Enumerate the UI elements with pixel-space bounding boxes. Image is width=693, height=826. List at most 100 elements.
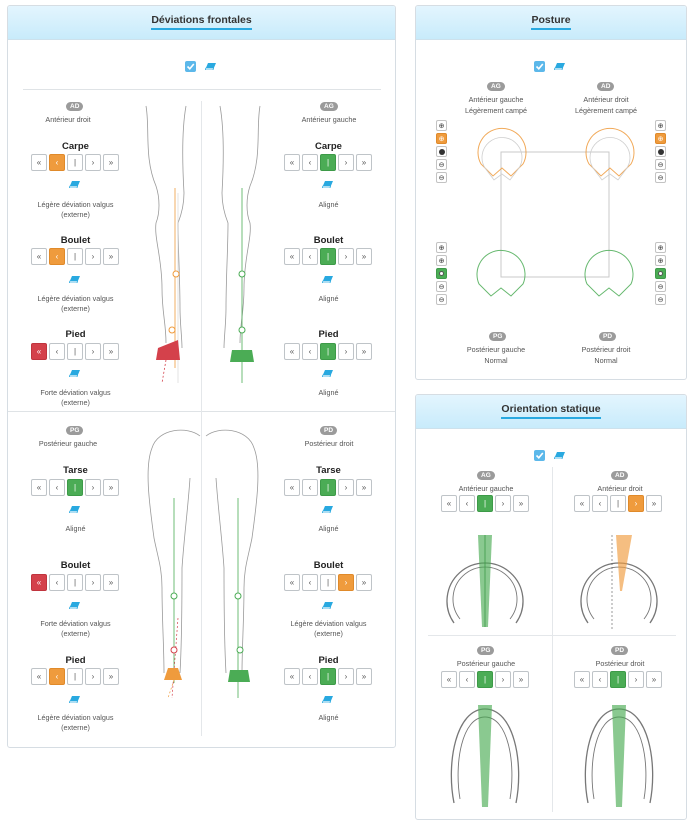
btn-far-right[interactable]: » (356, 479, 372, 496)
btn-right[interactable]: › (338, 668, 354, 685)
btn-far-left[interactable]: « (31, 479, 47, 496)
btn-left[interactable]: ‹ (302, 574, 318, 591)
btn-center[interactable]: | (477, 495, 493, 512)
btn-far-right[interactable]: » (356, 248, 372, 265)
btn-left[interactable]: ‹ (592, 671, 608, 688)
btn-far-right[interactable]: » (356, 574, 372, 591)
eraser-icon[interactable] (322, 506, 333, 513)
btn-far-left[interactable]: « (31, 574, 47, 591)
btn-far-right[interactable]: » (103, 668, 119, 685)
btn-right[interactable]: › (85, 248, 101, 265)
btn-left[interactable]: ‹ (49, 574, 65, 591)
btn-far-right[interactable]: » (646, 671, 662, 688)
btn-far-right[interactable]: » (356, 343, 372, 360)
btn-right[interactable]: › (338, 574, 354, 591)
step-selected[interactable]: ⊕ (655, 133, 666, 144)
btn-left[interactable]: ‹ (49, 343, 65, 360)
step-center[interactable] (655, 268, 666, 279)
step-down-2[interactable]: ⊖ (655, 294, 666, 305)
btn-left[interactable]: ‹ (302, 248, 318, 265)
btn-far-right[interactable]: » (356, 668, 372, 685)
btn-right[interactable]: › (85, 343, 101, 360)
step-down[interactable]: ⊖ (436, 281, 447, 292)
step-center[interactable] (436, 146, 447, 157)
btn-center[interactable]: | (67, 668, 83, 685)
btn-left[interactable]: ‹ (49, 668, 65, 685)
eraser-icon[interactable] (554, 63, 565, 70)
btn-far-left[interactable]: « (441, 671, 457, 688)
btn-left[interactable]: ‹ (592, 495, 608, 512)
btn-left[interactable]: ‹ (459, 671, 475, 688)
btn-right[interactable]: › (338, 154, 354, 171)
eraser-icon[interactable] (69, 370, 80, 377)
step-center[interactable] (655, 146, 666, 157)
eraser-icon[interactable] (322, 602, 333, 609)
step-up[interactable]: ⊕ (436, 242, 447, 253)
btn-left[interactable]: ‹ (302, 343, 318, 360)
step-up[interactable]: ⊕ (655, 242, 666, 253)
step-down[interactable]: ⊖ (655, 159, 666, 170)
btn-left[interactable]: ‹ (49, 154, 65, 171)
btn-center[interactable]: | (320, 574, 336, 591)
btn-right[interactable]: › (85, 668, 101, 685)
btn-left[interactable]: ‹ (302, 668, 318, 685)
step-down[interactable]: ⊖ (655, 281, 666, 292)
btn-left[interactable]: ‹ (49, 479, 65, 496)
btn-right[interactable]: › (338, 248, 354, 265)
btn-far-left[interactable]: « (284, 154, 300, 171)
btn-right[interactable]: › (495, 495, 511, 512)
step-center[interactable] (436, 268, 447, 279)
btn-far-left[interactable]: « (574, 495, 590, 512)
btn-center[interactable]: | (610, 671, 626, 688)
btn-far-right[interactable]: » (103, 479, 119, 496)
btn-center[interactable]: | (67, 479, 83, 496)
step-down-2[interactable]: ⊖ (436, 294, 447, 305)
btn-far-left[interactable]: « (31, 343, 47, 360)
btn-far-left[interactable]: « (284, 574, 300, 591)
btn-center[interactable]: | (320, 248, 336, 265)
btn-far-left[interactable]: « (31, 154, 47, 171)
btn-center[interactable]: | (67, 248, 83, 265)
btn-right[interactable]: › (338, 479, 354, 496)
eraser-icon[interactable] (69, 696, 80, 703)
step-up[interactable]: ⊕ (436, 120, 447, 131)
eraser-icon[interactable] (69, 602, 80, 609)
btn-right[interactable]: › (85, 154, 101, 171)
btn-far-right[interactable]: » (103, 343, 119, 360)
btn-far-right[interactable]: » (103, 574, 119, 591)
btn-left[interactable]: ‹ (302, 479, 318, 496)
checkbox[interactable] (534, 61, 545, 72)
btn-far-right[interactable]: » (513, 495, 529, 512)
step-up-2[interactable]: ⊕ (655, 255, 666, 266)
btn-center[interactable]: | (320, 343, 336, 360)
eraser-icon[interactable] (205, 63, 216, 70)
btn-center[interactable]: | (67, 574, 83, 591)
btn-left[interactable]: ‹ (459, 495, 475, 512)
btn-center[interactable]: | (320, 668, 336, 685)
step-up-2[interactable]: ⊕ (436, 255, 447, 266)
btn-right[interactable]: › (495, 671, 511, 688)
checkbox[interactable] (534, 450, 545, 461)
btn-far-left[interactable]: « (31, 248, 47, 265)
step-down-2[interactable]: ⊖ (436, 172, 447, 183)
eraser-icon[interactable] (69, 506, 80, 513)
btn-center[interactable]: | (67, 154, 83, 171)
btn-right[interactable]: › (338, 343, 354, 360)
btn-far-left[interactable]: « (284, 248, 300, 265)
btn-far-left[interactable]: « (284, 479, 300, 496)
btn-left[interactable]: ‹ (49, 248, 65, 265)
btn-center[interactable]: | (320, 479, 336, 496)
btn-center[interactable]: | (477, 671, 493, 688)
step-down[interactable]: ⊖ (436, 159, 447, 170)
eraser-icon[interactable] (554, 452, 565, 459)
checkbox[interactable] (185, 61, 196, 72)
btn-far-right[interactable]: » (356, 154, 372, 171)
btn-far-left[interactable]: « (574, 671, 590, 688)
eraser-icon[interactable] (322, 181, 333, 188)
eraser-icon[interactable] (322, 696, 333, 703)
btn-far-left[interactable]: « (284, 343, 300, 360)
btn-right[interactable]: › (628, 495, 644, 512)
btn-far-right[interactable]: » (103, 248, 119, 265)
eraser-icon[interactable] (69, 181, 80, 188)
eraser-icon[interactable] (322, 370, 333, 377)
